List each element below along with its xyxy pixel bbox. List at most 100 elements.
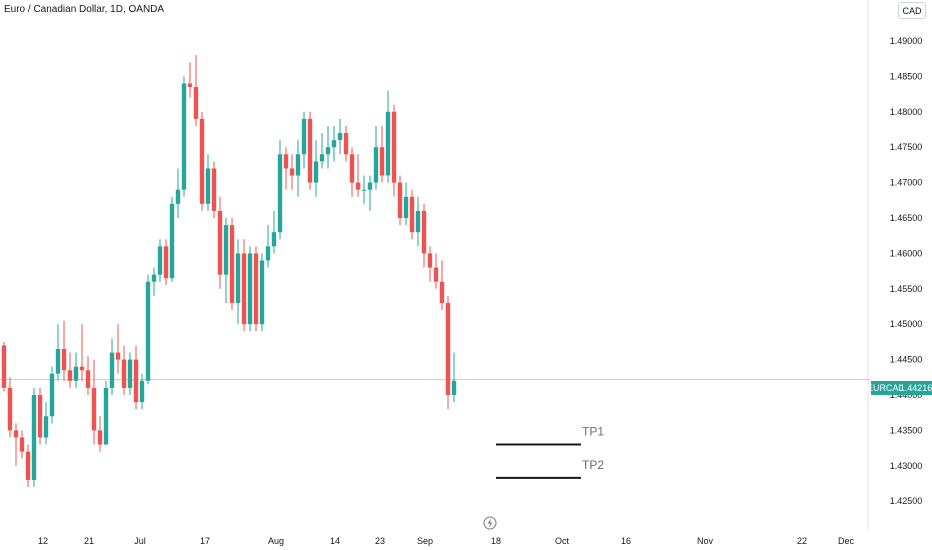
candle-body [91, 387, 97, 431]
candle [43, 402, 49, 445]
candle [313, 140, 319, 197]
candle [259, 253, 265, 332]
candle [19, 430, 25, 459]
candle-body [283, 154, 289, 169]
candle-body [439, 281, 445, 303]
candle [229, 218, 235, 311]
candle [343, 125, 349, 162]
candle [25, 444, 31, 488]
candle-body [13, 430, 19, 438]
candle [265, 225, 271, 268]
currency-badge[interactable]: CAD [898, 2, 926, 19]
candle [97, 416, 103, 452]
candle-body [199, 118, 205, 204]
candle-body [103, 387, 109, 445]
y-tick-label: 1.44500 [890, 355, 923, 365]
candle-body [223, 225, 229, 275]
candle [379, 125, 385, 183]
candle [31, 387, 37, 488]
candle-body [55, 348, 61, 374]
x-tick-label: Nov [697, 536, 714, 546]
candle [247, 246, 253, 332]
candle-body [67, 370, 73, 381]
candle-body [253, 253, 259, 325]
price-tag-symbol-bg [871, 381, 901, 395]
candle [367, 175, 373, 211]
candle-body [151, 274, 157, 282]
candle [121, 345, 127, 395]
candle [301, 111, 307, 169]
candle [103, 380, 109, 445]
candle-body [277, 154, 283, 233]
y-tick-label: 1.45000 [890, 319, 923, 329]
candle [55, 324, 61, 381]
y-tick-label: 1.43500 [890, 425, 923, 435]
candle-body [433, 267, 439, 282]
candle-body [73, 366, 79, 381]
candle-body [421, 210, 427, 254]
price-tag: EURCAD 1.44216 [867, 381, 932, 395]
candle-body [97, 430, 103, 445]
candle-body [169, 203, 175, 279]
price-axis[interactable]: 1.49000 1.48500 1.48000 1.47500 1.47000 1.465… [890, 36, 923, 506]
candle-body [127, 359, 133, 388]
candle [409, 189, 415, 240]
candle-body [229, 225, 235, 303]
candle-body [289, 168, 295, 176]
annotations-layer: TP1 TP2 [496, 425, 604, 479]
candle [391, 104, 397, 197]
candle [373, 125, 379, 190]
candle-body [385, 111, 391, 176]
candle-body [301, 118, 307, 155]
candle [175, 168, 181, 218]
candle-body [235, 253, 241, 303]
candle [157, 239, 163, 282]
candle-body [361, 189, 367, 191]
x-tick-label: Jul [134, 536, 146, 546]
candle-body [37, 395, 43, 438]
candle-body [109, 352, 115, 388]
candle [187, 62, 193, 98]
y-tick-label: 1.45500 [890, 284, 923, 294]
candle-body [217, 210, 223, 275]
candle [37, 387, 43, 445]
candle [49, 366, 55, 424]
candle-body [259, 260, 265, 325]
candle-body [295, 154, 301, 176]
candle-body [397, 182, 403, 218]
candle-body [325, 147, 331, 155]
candle-body [343, 133, 349, 155]
candle [115, 324, 121, 374]
lightning-icon[interactable] [483, 516, 497, 530]
candle [91, 359, 97, 445]
tp-label: TP1 [582, 425, 604, 439]
candle-body [175, 189, 181, 204]
candle-body [265, 246, 271, 261]
candle [211, 161, 217, 218]
candle [271, 210, 277, 254]
x-tick-label: Sep [417, 536, 433, 546]
candle-body [271, 232, 277, 247]
x-tick-label: 12 [38, 536, 48, 546]
y-tick-label: 1.49000 [890, 36, 923, 46]
candle-body [427, 253, 433, 268]
candle [193, 55, 199, 126]
candle [235, 239, 241, 325]
candle-body [25, 451, 31, 480]
candle-body [415, 210, 421, 233]
price-tag-price: 1.44216 [900, 383, 932, 393]
candle-body [79, 366, 85, 371]
candle-body [145, 281, 151, 381]
time-axis[interactable]: 12 21 Jul 17 Aug 14 23 Sep 18 Oct 16 Nov 22 Dec [38, 536, 855, 546]
x-tick-label: 14 [330, 536, 340, 546]
candle-body [355, 182, 361, 190]
x-tick-label: Oct [555, 536, 570, 546]
candle-body [19, 437, 25, 452]
x-tick-label: 21 [84, 536, 94, 546]
candle-body [403, 196, 409, 218]
x-tick-label: 22 [797, 536, 807, 546]
candle-body [445, 302, 451, 395]
candle [199, 111, 205, 211]
candle [445, 295, 451, 410]
